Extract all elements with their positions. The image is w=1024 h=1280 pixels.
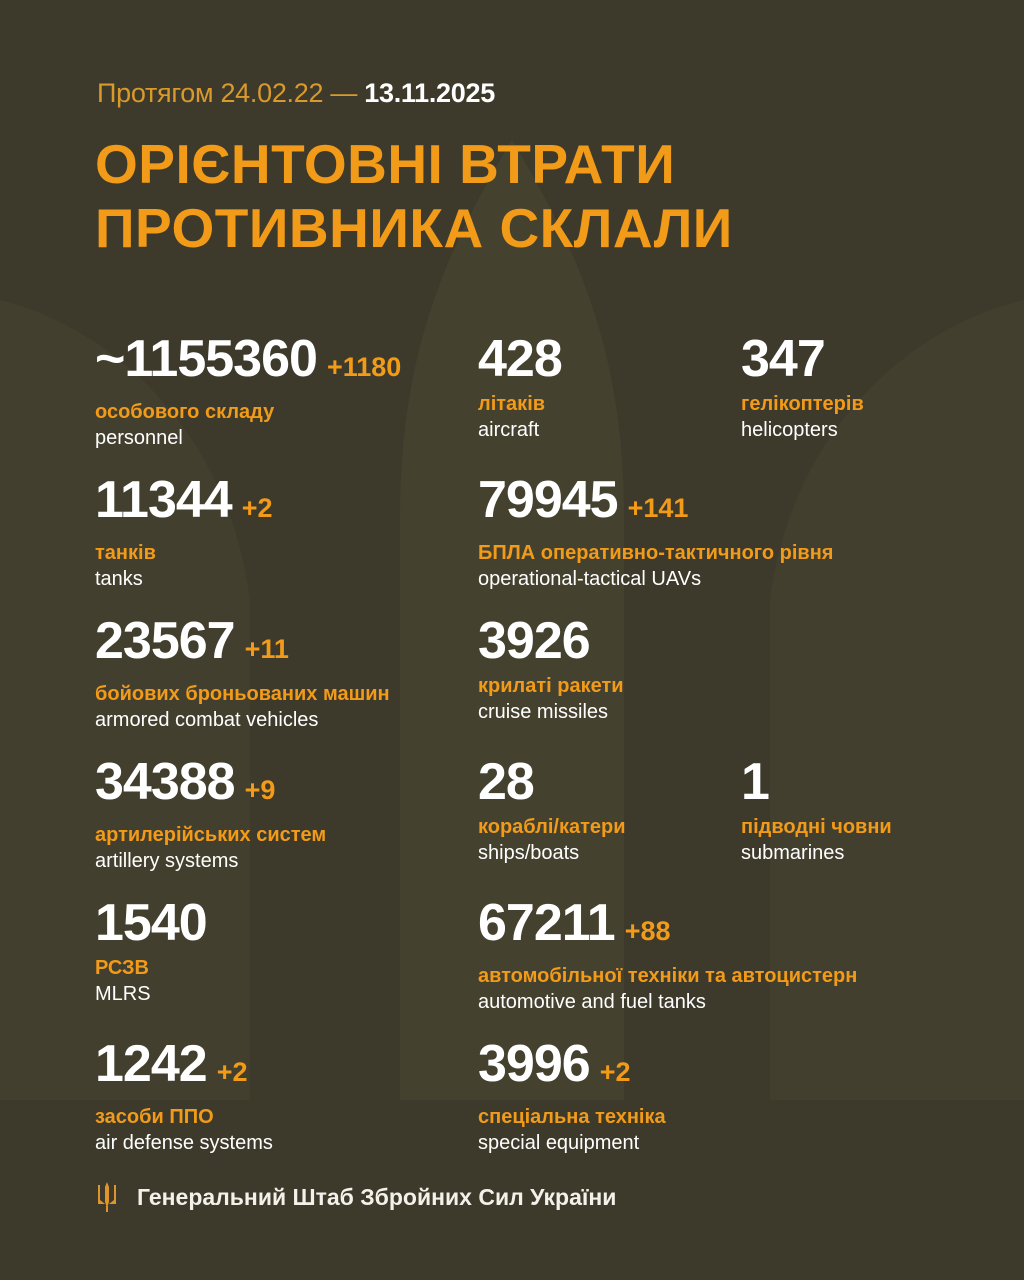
stat-value: 1	[741, 756, 892, 808]
stat-item-air-defense-systems: 1242 +2 засоби ППО air defense systems	[95, 1038, 273, 1155]
stat-value: 428	[478, 330, 563, 388]
stat-label-en: artillery systems	[95, 850, 239, 872]
stat-label-en: MLRS	[95, 983, 151, 1005]
stat-label-en: automotive and fuel tanks	[478, 991, 706, 1013]
stat-label-ua: автомобільної техніки та автоцистерн	[478, 965, 858, 987]
stat-label-ua: крилаті ракети	[478, 675, 624, 697]
stat-delta: +2	[241, 493, 273, 523]
stat-label-ua: танків	[95, 542, 156, 564]
period-start: Протягом 24.02.22 —	[97, 78, 358, 108]
stat-label-en: cruise missiles	[478, 701, 609, 723]
stat-value: 1242 +2	[95, 1038, 273, 1098]
stat-item-helicopters: 347 гелікоптерів helicopters	[741, 333, 864, 442]
stat-item-ships-boats: 28 кораблі/катери ships/boats	[478, 756, 626, 865]
footer-text: Генеральний Штаб Збройних Сил України	[137, 1183, 617, 1210]
stat-item-artillery-systems: 34388 +9 артилерійських систем artillery …	[95, 756, 326, 873]
stat-value: 28	[478, 756, 626, 808]
stat-delta: +2	[216, 1057, 248, 1087]
stat-value: 34388 +9	[95, 756, 326, 816]
stat-item-aircraft: 428 літаків aircraft	[478, 330, 563, 442]
stat-label-en: personnel	[95, 427, 183, 449]
stat-label-ua: БПЛА оперативно-тактичного рівня	[478, 542, 834, 564]
title-line-2: ПРОТИВНИКА СКЛАЛИ	[95, 197, 733, 259]
period-end: 13.11.2025	[364, 78, 495, 108]
stat-item-tanks: 11344 +2 танків tanks	[95, 474, 273, 591]
stat-label-ua: засоби ППО	[95, 1106, 214, 1128]
stat-value: 23567 +11	[95, 615, 390, 675]
stat-label-en: armored combat vehicles	[95, 709, 319, 731]
stat-value: 67211 +88	[478, 897, 857, 957]
stat-value: 79945 +141	[478, 474, 833, 534]
stat-number: 1	[741, 753, 770, 811]
stat-delta: +11	[244, 634, 289, 664]
stat-number: 347	[741, 330, 826, 388]
stat-label-ua: спеціальна техніка	[478, 1106, 666, 1128]
stat-label-en: ships/boats	[478, 842, 580, 864]
stat-item-mlrs: 1540 РСЗВ MLRS	[95, 894, 208, 1006]
stat-label-en: air defense systems	[95, 1132, 273, 1154]
stat-item-operational-tactical-uavs: 79945 +141 БПЛА оперативно-тактичного рів…	[478, 474, 833, 591]
stat-label-ua: гелікоптерів	[741, 393, 864, 415]
trident-icon	[98, 1182, 116, 1212]
stat-label-ua: артилерійських систем	[95, 824, 327, 846]
stat-number: 11344	[95, 471, 233, 529]
stat-label-en: aircraft	[478, 419, 540, 441]
stat-delta: +2	[599, 1057, 631, 1087]
stat-label-ua: літаків	[478, 393, 546, 415]
page-title: ОРІЄНТОВНІ ВТРАТИ ПРОТИВНИКА СКЛАЛИ	[95, 132, 733, 260]
footer: Генеральний Штаб Збройних Сил України	[95, 1182, 616, 1212]
stat-label-en: special equipment	[478, 1132, 640, 1154]
stat-number: ~1155360	[95, 330, 318, 388]
stat-label-ua: бойових броньованих машин	[95, 683, 390, 705]
stat-number: 3996	[478, 1035, 591, 1093]
stat-delta: +88	[624, 916, 671, 946]
stat-value: 1540	[95, 894, 208, 952]
stat-item-cruise-missiles: 3926 крилаті ракети cruise missiles	[478, 615, 624, 724]
stat-number: 28	[478, 753, 535, 811]
stat-number: 1242	[95, 1035, 208, 1093]
stat-number: 67211	[478, 894, 616, 952]
period: Протягом 24.02.22 — 13.11.2025	[97, 78, 495, 109]
stat-value: 3996 +2	[478, 1038, 666, 1098]
stat-number: 79945	[478, 471, 619, 529]
stat-value: 347	[741, 333, 864, 385]
stat-label-ua: особового складу	[95, 401, 275, 423]
stat-label-en: tanks	[95, 568, 143, 590]
stat-value: ~1155360 +1180	[95, 333, 401, 393]
stat-number: 428	[478, 330, 563, 388]
stat-value: 11344 +2	[95, 474, 273, 534]
stat-item-personnel: ~1155360 +1180 особового складу personnel	[95, 333, 401, 450]
stat-delta: +141	[627, 493, 689, 523]
stat-label-ua: РСЗВ	[95, 957, 149, 979]
stat-item-special-equipment: 3996 +2 спеціальна техніка special equipm…	[478, 1038, 666, 1155]
stat-number: 23567	[95, 612, 236, 670]
title-line-1: ОРІЄНТОВНІ ВТРАТИ	[95, 133, 676, 195]
stat-number: 3926	[478, 612, 591, 670]
stat-item-submarines: 1 підводні човни submarines	[741, 756, 892, 865]
stat-label-en: submarines	[741, 842, 845, 864]
stat-label-ua: підводні човни	[741, 816, 892, 838]
stat-label-en: operational-tactical UAVs	[478, 568, 702, 590]
stat-label-ua: кораблі/катери	[478, 816, 626, 838]
stat-delta: +1180	[326, 352, 402, 382]
stat-number: 34388	[95, 753, 236, 811]
stat-item-armored-combat-vehicles: 23567 +11 бойових броньованих машин armor…	[95, 615, 390, 732]
stat-number: 1540	[95, 894, 208, 952]
stat-delta: +9	[244, 775, 276, 805]
stat-label-en: helicopters	[741, 419, 838, 441]
stat-value: 3926	[478, 615, 624, 667]
stat-item-automotive-and-fuel-tanks: 67211 +88 автомобільної техніки та автоци…	[478, 897, 857, 1014]
